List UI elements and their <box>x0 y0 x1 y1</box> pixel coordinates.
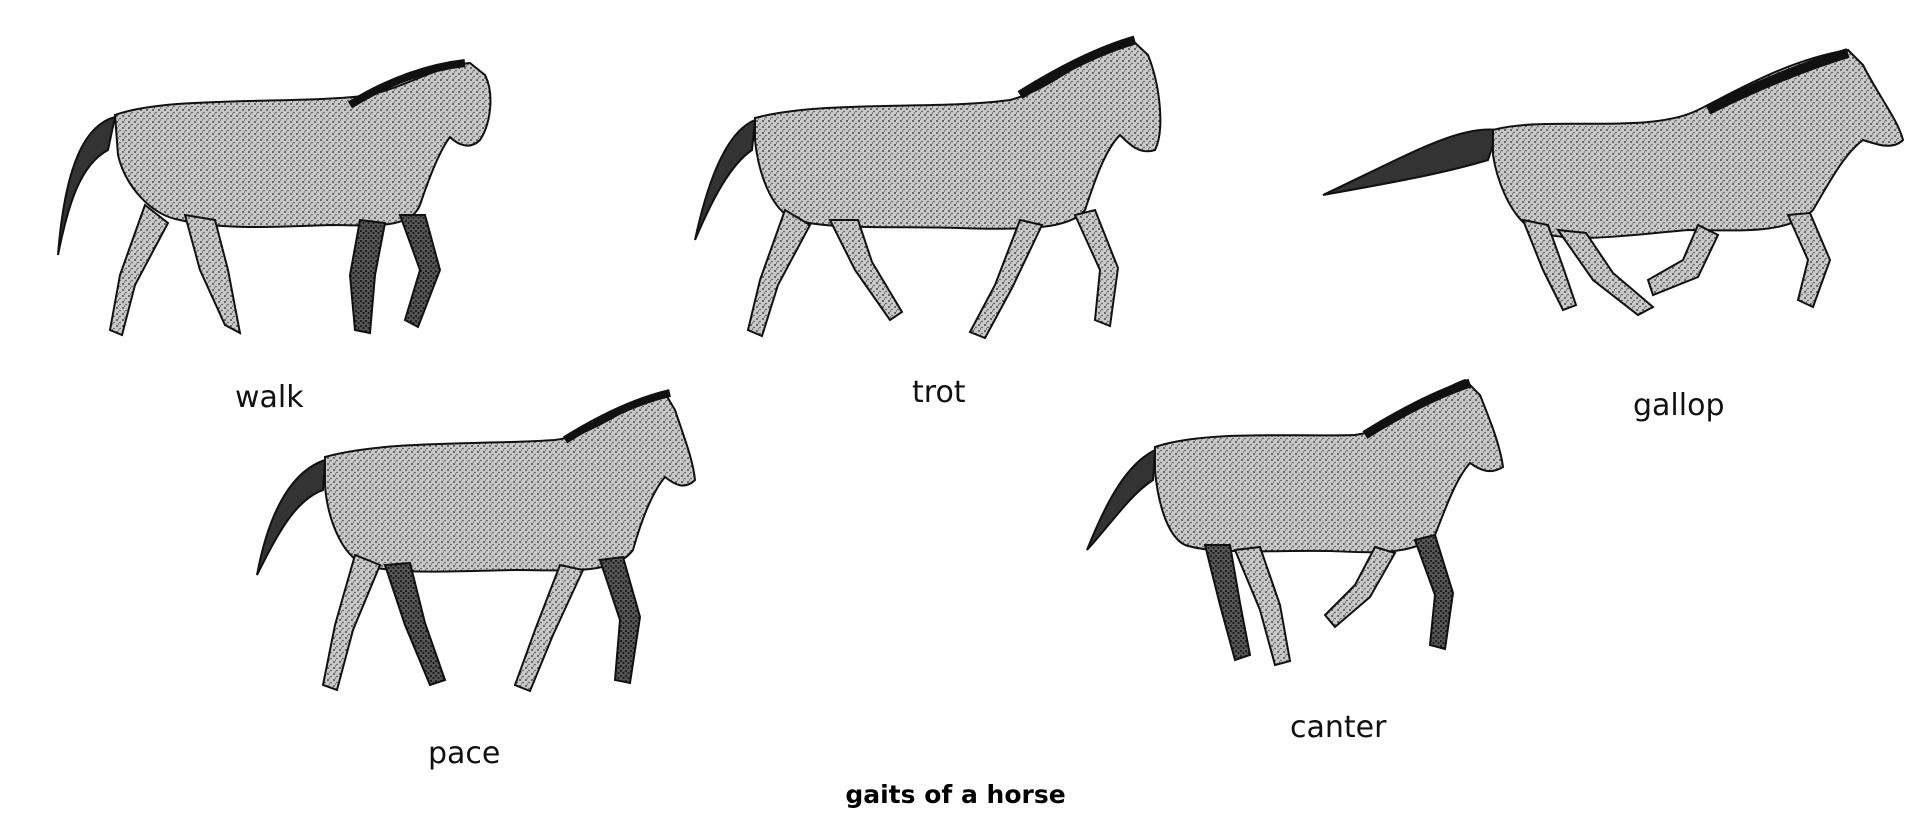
horse-pace-icon <box>256 389 697 693</box>
horse-canter-illustration <box>1085 375 1545 705</box>
gait-label-canter: canter <box>1290 710 1387 745</box>
horse-gallop-illustration <box>1318 45 1908 365</box>
gait-label-pace: pace <box>428 736 501 771</box>
diagram-caption: gaits of a horse <box>845 780 1066 809</box>
gait-label-trot: trot <box>912 375 966 410</box>
horse-gallop-icon <box>1322 48 1905 317</box>
horse-walk-icon <box>57 59 492 337</box>
horse-canter-icon <box>1086 378 1505 667</box>
horse-trot-illustration <box>690 30 1190 370</box>
gait-label-gallop: gallop <box>1633 388 1725 423</box>
horse-pace-illustration <box>255 385 755 725</box>
horse-walk-illustration <box>50 55 520 365</box>
gait-label-walk: walk <box>235 380 304 415</box>
horse-trot-icon <box>694 35 1162 340</box>
